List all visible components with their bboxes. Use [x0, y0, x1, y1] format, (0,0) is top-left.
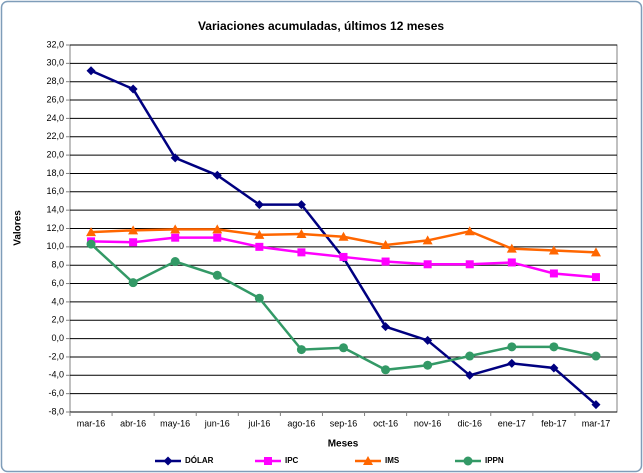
data-point	[507, 258, 516, 267]
data-point	[339, 343, 348, 353]
legend-marker	[463, 456, 473, 466]
data-point	[296, 200, 306, 210]
data-point	[212, 224, 223, 234]
y-tick-label: -8,0	[48, 406, 64, 416]
data-point	[591, 351, 601, 361]
data-point	[170, 257, 180, 267]
y-tick-label: 10,0	[46, 241, 64, 251]
x-tick-label: ago-16	[287, 418, 315, 428]
y-tick-label: 6,0	[51, 278, 64, 288]
y-tick-label: -6,0	[48, 388, 64, 398]
y-axis-title: Valores	[13, 210, 24, 246]
x-tick-label: sep-16	[330, 418, 358, 428]
data-point	[591, 273, 600, 282]
data-point	[128, 225, 139, 235]
y-tick-label: 18,0	[46, 168, 64, 178]
chart-title: Variaciones acumuladas, últimos 12 meses	[198, 19, 444, 33]
y-tick-label: 22,0	[46, 131, 64, 141]
data-point	[213, 233, 222, 242]
y-tick-label: -4,0	[48, 370, 64, 380]
legend-label: IPC	[285, 456, 299, 465]
x-tick-label: may-16	[160, 418, 190, 428]
data-point	[254, 229, 265, 239]
data-point	[381, 257, 390, 266]
x-tick-label: abr-16	[120, 418, 146, 428]
legend-marker	[163, 456, 173, 466]
y-tick-label: 16,0	[46, 186, 64, 196]
x-axis-title: Meses	[328, 439, 359, 450]
data-point	[129, 238, 138, 247]
data-point	[254, 293, 264, 303]
data-point	[423, 335, 433, 345]
x-tick-label: oct-16	[373, 418, 398, 428]
data-point	[549, 269, 558, 278]
data-point	[338, 231, 349, 241]
data-point	[296, 345, 306, 355]
data-point	[423, 360, 433, 370]
y-tick-label: 28,0	[46, 76, 64, 86]
data-point	[128, 84, 138, 94]
data-point	[506, 243, 517, 253]
y-tick-label: 20,0	[46, 149, 64, 159]
data-point	[548, 245, 559, 255]
x-tick-label: ene-17	[498, 418, 526, 428]
y-tick-label: -2,0	[48, 351, 64, 361]
x-tick-label: mar-17	[582, 418, 611, 428]
y-tick-label: 30,0	[46, 58, 64, 68]
data-point	[128, 278, 138, 288]
data-point	[171, 233, 180, 242]
x-tick-label: feb-17	[541, 418, 567, 428]
data-point	[296, 229, 307, 239]
data-point	[297, 248, 306, 257]
data-point	[170, 153, 180, 163]
data-point	[465, 351, 475, 361]
legend-marker	[264, 457, 272, 465]
data-point	[86, 227, 97, 237]
y-tick-label: 8,0	[51, 260, 64, 270]
data-point	[86, 66, 96, 76]
x-tick-label: jun-16	[204, 418, 230, 428]
legend-label: IMS	[385, 456, 400, 465]
data-point	[465, 370, 475, 380]
y-tick-label: 12,0	[46, 223, 64, 233]
y-tick-label: 0,0	[51, 333, 64, 343]
y-tick-label: 4,0	[51, 296, 64, 306]
legend-label: IPPN	[485, 456, 504, 465]
data-point	[254, 200, 264, 210]
data-point	[381, 322, 391, 332]
y-tick-label: 26,0	[46, 94, 64, 104]
x-tick-label: jul-16	[247, 418, 270, 428]
data-point	[591, 400, 601, 410]
legend-label: DÓLAR	[185, 456, 214, 465]
x-tick-label: dic-16	[457, 418, 482, 428]
x-tick-label: nov-16	[414, 418, 442, 428]
data-point	[549, 363, 559, 373]
data-point	[549, 342, 559, 352]
y-tick-label: 14,0	[46, 205, 64, 215]
legend-marker	[363, 456, 373, 465]
data-point	[86, 239, 96, 249]
data-point	[212, 270, 222, 280]
data-point	[381, 365, 391, 375]
data-point	[380, 240, 391, 250]
data-point	[590, 247, 601, 257]
data-point	[423, 260, 432, 269]
data-point	[255, 242, 264, 251]
data-point	[465, 260, 474, 269]
data-point	[507, 342, 517, 352]
data-point	[507, 358, 517, 368]
y-tick-label: 2,0	[51, 315, 64, 325]
x-tick-label: mar-16	[77, 418, 106, 428]
y-tick-label: 32,0	[46, 39, 64, 49]
data-point	[170, 224, 181, 234]
data-point	[339, 252, 348, 261]
data-point	[212, 170, 222, 180]
data-point	[422, 235, 433, 245]
y-tick-label: 24,0	[46, 113, 64, 123]
data-point	[464, 226, 475, 236]
